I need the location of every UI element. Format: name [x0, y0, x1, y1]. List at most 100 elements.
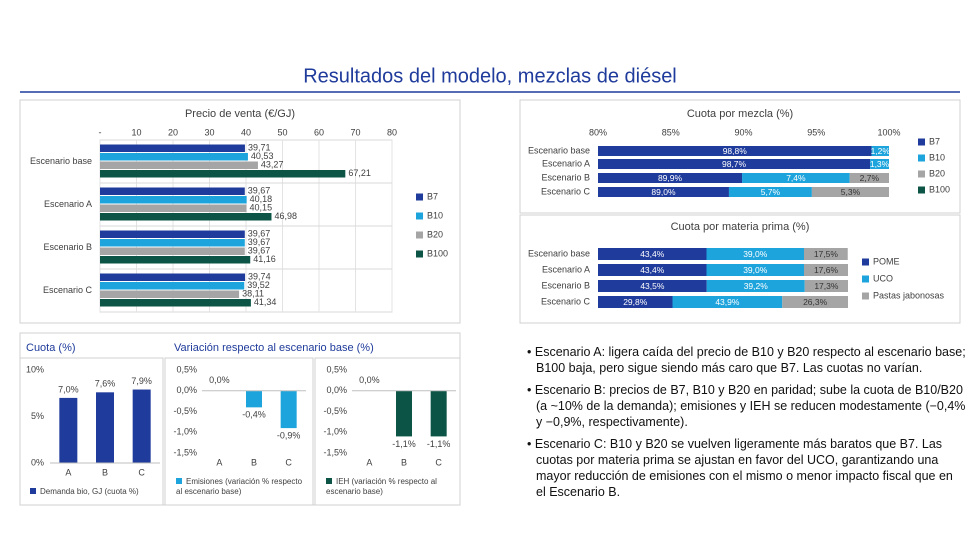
y-tick-label: 0,5%: [326, 364, 347, 374]
bar: [100, 290, 240, 298]
legend-label: B10: [427, 210, 443, 220]
chart-title: Cuota por materia prima (%): [671, 221, 810, 233]
bullet: Escenario B: precios de B7, B10 y B20 en…: [535, 382, 966, 430]
value-label: 39,67: [248, 246, 271, 256]
value-label: 1,2%: [871, 146, 891, 156]
value-label: 26,3%: [803, 297, 828, 307]
value-label: 17,6%: [814, 265, 839, 275]
x-tick-label: 80: [387, 127, 397, 137]
value-label: 17,5%: [814, 249, 839, 259]
bar-segment: [706, 264, 804, 276]
legend-swatch: [416, 231, 423, 239]
value-label: 98,8%: [723, 146, 748, 156]
legend-swatch: [416, 212, 423, 220]
value-label: 40,15: [250, 203, 273, 213]
value-label: -1,1%: [392, 439, 416, 449]
y-tick-label: -1,5%: [323, 447, 347, 457]
bar-segment: [804, 280, 848, 292]
legend-label: POME: [873, 256, 900, 266]
value-label: 38,11: [242, 289, 264, 299]
legend-label: Pastas jabonosas: [873, 290, 945, 300]
bar-segment: [811, 187, 889, 197]
legend-swatch: [862, 292, 869, 300]
bar-segment: [598, 187, 729, 197]
y-tick-label: -0,5%: [173, 406, 197, 416]
bar-segment: [804, 264, 848, 276]
legend-swatch: [862, 275, 869, 283]
y-tick-label: -1,0%: [323, 427, 347, 437]
value-label: 39,2%: [744, 281, 769, 291]
bullet: Escenario A: ligera caída del precio de …: [535, 344, 966, 376]
legend-item: IEH (variación % respecto al escenario b…: [326, 477, 458, 497]
category-label: Escenario A: [44, 199, 92, 209]
bar-segment: [706, 248, 804, 260]
x-tick-label: 95%: [807, 127, 825, 137]
value-label: 39,0%: [743, 249, 768, 259]
value-label: 98,7%: [722, 159, 747, 169]
value-label: 39,74: [248, 272, 271, 282]
bar-segment: [672, 296, 783, 308]
legend-swatch: [862, 258, 869, 266]
bar-segment: [598, 248, 707, 260]
y-tick-label: 5%: [31, 411, 44, 421]
x-tick-label: 60: [314, 127, 324, 137]
y-tick-label: 0,0%: [326, 385, 347, 395]
x-tick-label: A: [366, 457, 372, 467]
x-tick-label: 40: [241, 127, 251, 137]
plot: [598, 146, 889, 197]
value-label: 39,67: [248, 186, 271, 196]
x-tick-label: A: [65, 467, 71, 477]
y-tick-label: -1,0%: [173, 427, 197, 437]
bullet-list: Escenario A: ligera caída del precio de …: [526, 344, 966, 506]
value-label: 29,8%: [623, 297, 648, 307]
legend-label: Demanda bio, GJ (cuota %): [40, 487, 139, 496]
value-label: 67,21: [348, 168, 371, 178]
value-label: 2,7%: [860, 173, 880, 183]
bar: [59, 397, 78, 463]
legend-swatch: [326, 478, 332, 484]
y-tick-label: -1,5%: [173, 447, 197, 457]
value-label: 0,0%: [359, 375, 380, 385]
bar: [100, 153, 248, 161]
category-label: Escenario A: [542, 158, 590, 168]
value-label: 40,18: [250, 194, 273, 204]
bullet: Escenario C: B10 y B20 se vuelven ligera…: [535, 436, 966, 500]
bar: [100, 196, 247, 204]
legend-label: B7: [929, 136, 940, 146]
chart-panel: [164, 357, 314, 506]
legend-swatch: [30, 488, 36, 494]
legend-label: B20: [929, 168, 945, 178]
y-tick-label: -0,5%: [323, 406, 347, 416]
x-tick-label: 100%: [877, 127, 900, 137]
x-tick-label: 50: [277, 127, 287, 137]
category-label: Escenario B: [43, 242, 92, 252]
value-label: 43,9%: [715, 297, 740, 307]
value-label: 39,67: [248, 229, 271, 239]
legend-label: Emisiones (variación % respecto al escen…: [176, 477, 303, 496]
x-tick-label: B: [251, 457, 257, 467]
value-label: 39,67: [248, 237, 271, 247]
value-label: 7,9%: [131, 376, 152, 386]
chart-title: Variación respecto al escenario base (%): [174, 342, 374, 354]
bar: [100, 256, 251, 264]
legend-label: B7: [427, 191, 438, 201]
value-label: 5,7%: [761, 187, 781, 197]
value-label: -0,4%: [242, 410, 266, 420]
bar-segment: [782, 296, 848, 308]
bar: [100, 239, 245, 247]
x-tick-label: 90%: [734, 127, 752, 137]
bar-segment: [742, 173, 850, 183]
bar: [100, 230, 245, 238]
legend-label: UCO: [873, 273, 893, 283]
value-label: 39,71: [248, 143, 271, 153]
bar-segment: [598, 173, 743, 183]
legend-swatch: [918, 170, 925, 178]
category-label: Escenario C: [43, 285, 93, 295]
plot: [598, 248, 848, 308]
category-label: Escenario C: [541, 296, 591, 306]
bar: [100, 213, 272, 221]
value-label: 43,27: [261, 160, 284, 170]
value-label: 7,6%: [95, 379, 116, 389]
legend-label: B100: [427, 248, 448, 258]
